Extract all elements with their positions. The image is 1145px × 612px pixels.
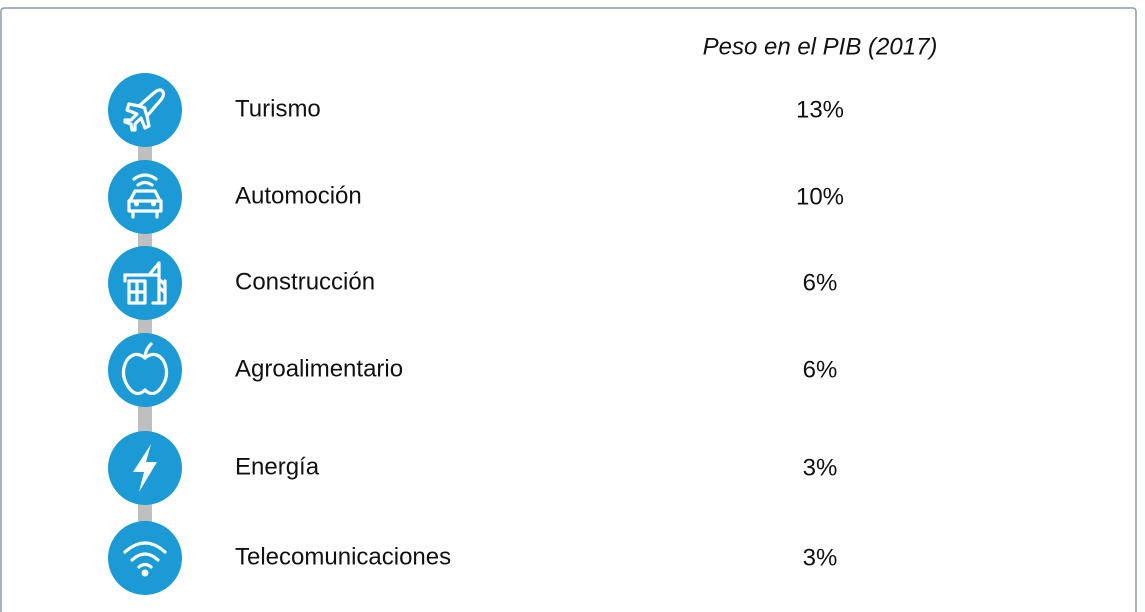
- icon: [123, 88, 166, 132]
- icon-shape: [134, 201, 156, 207]
- row-value: 3%: [803, 454, 838, 481]
- row: Automoción 10%: [108, 160, 844, 234]
- icon-shape: [123, 88, 166, 132]
- icon-shape: [143, 342, 153, 360]
- icon-circle: [108, 333, 182, 407]
- row-value: 10%: [796, 183, 844, 210]
- row-label: Energía: [235, 453, 320, 480]
- icon-circle: [108, 521, 182, 595]
- row-value: 6%: [803, 356, 838, 383]
- icon-shape: [127, 189, 163, 219]
- row: Telecomunicaciones 3%: [108, 521, 837, 595]
- icon: [123, 541, 167, 577]
- row-label: Automoción: [235, 182, 362, 209]
- icon-shape: [132, 173, 158, 187]
- icon-shape: [123, 541, 167, 569]
- rows: Turismo 13%Automoción 10%Construcción 6%Agr…: [108, 73, 844, 595]
- icon-circle: [108, 160, 182, 234]
- icon: [123, 261, 167, 305]
- icon-shape: [137, 104, 149, 118]
- icon: [127, 173, 163, 219]
- row: Agroalimentario 6%: [108, 333, 837, 407]
- row-label: Turismo: [235, 95, 321, 122]
- row: Construcción 6%: [108, 246, 837, 320]
- row-value: 13%: [796, 96, 844, 123]
- row-value: 6%: [803, 269, 838, 296]
- icon: [133, 444, 157, 492]
- icon-shape: [133, 444, 157, 492]
- row-label: Construcción: [235, 268, 375, 295]
- frame: [0, 7, 1137, 612]
- row-label: Agroalimentario: [235, 355, 403, 382]
- icon-shape: [123, 273, 147, 305]
- icon-shape: [123, 261, 167, 305]
- icon: [121, 342, 169, 396]
- row-label: Telecomunicaciones: [235, 543, 451, 570]
- icon-shape: [141, 569, 149, 577]
- row: Energía 3%: [108, 431, 837, 505]
- row-value: 3%: [803, 544, 838, 571]
- row: Turismo 13%: [108, 73, 844, 147]
- icon-shape: [121, 352, 169, 396]
- column-header: Peso en el PIB (2017): [703, 33, 938, 60]
